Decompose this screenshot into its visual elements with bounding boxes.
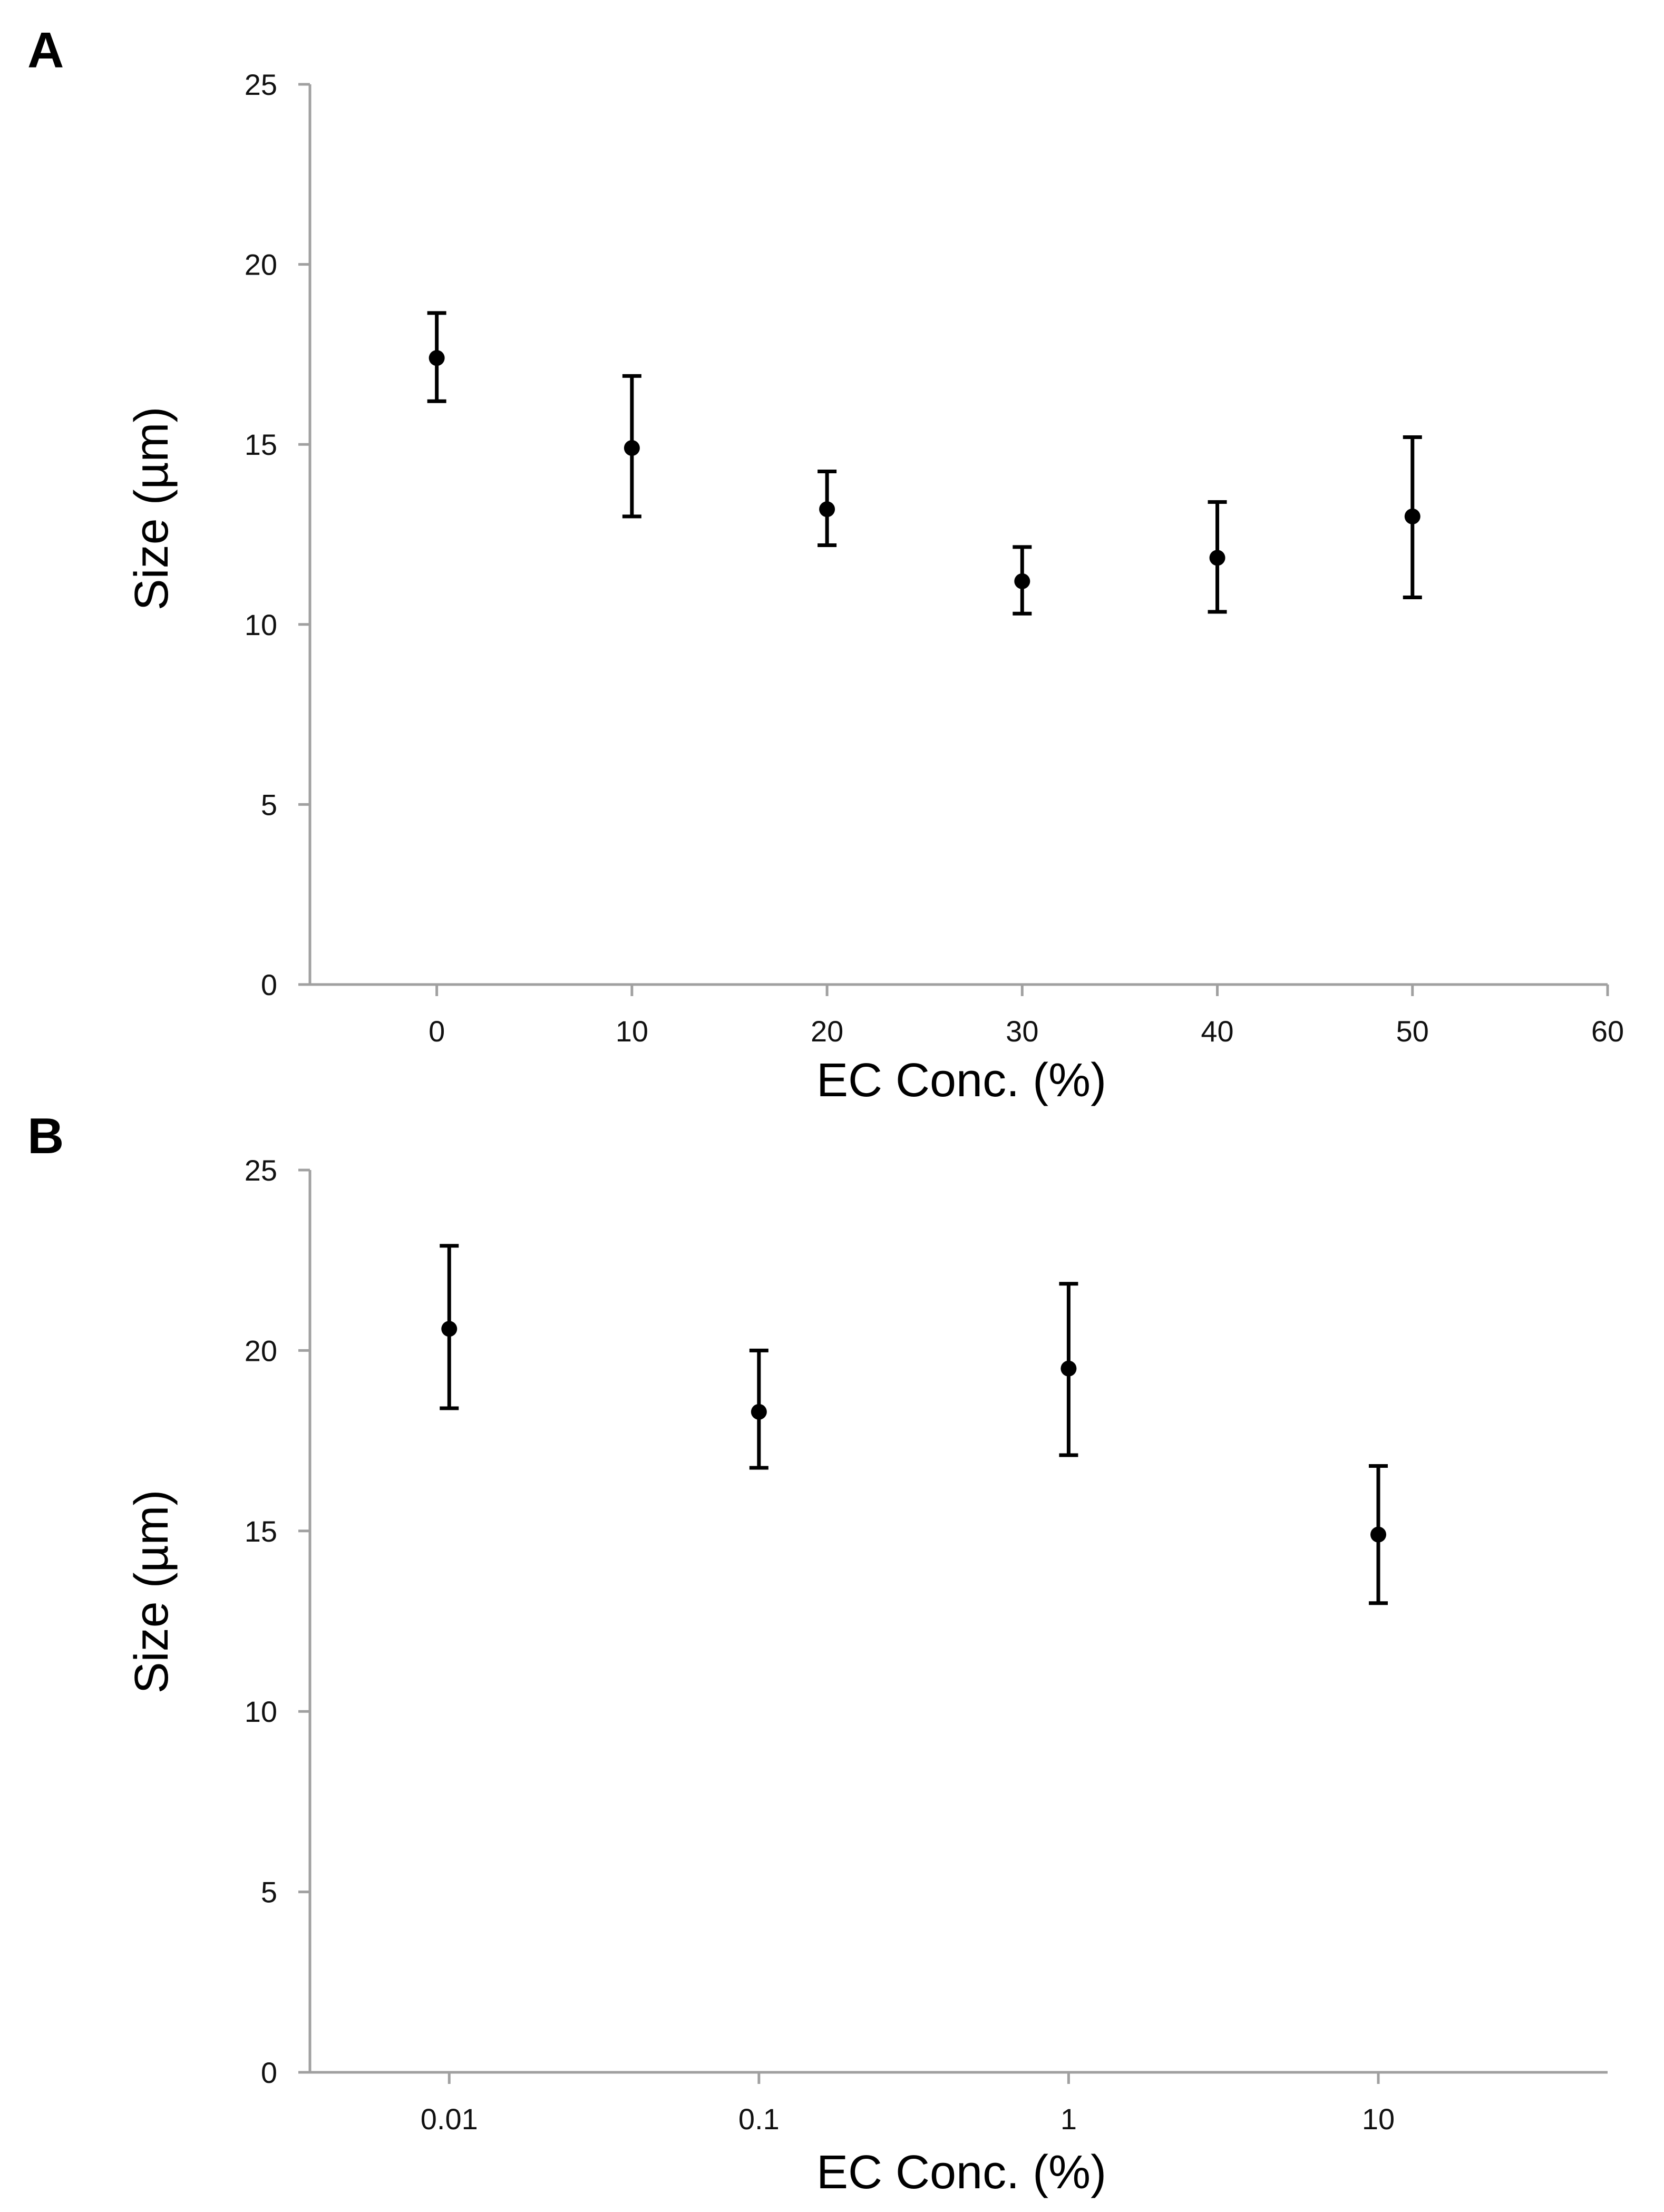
x-tick-label: 10 bbox=[616, 1015, 648, 1048]
axes: 0 5 10 15 20 25 0 10 20 30 40 50 60 bbox=[245, 68, 1624, 1048]
x-tick-label: 0.01 bbox=[421, 2102, 478, 2136]
data-point bbox=[429, 350, 445, 366]
y-tick-label: 10 bbox=[245, 608, 277, 641]
x-tick-label: 30 bbox=[1006, 1015, 1038, 1048]
x-tick-label: 0 bbox=[429, 1015, 445, 1048]
x-tick-label: 40 bbox=[1201, 1015, 1233, 1048]
chart-panel-a: A 0 5 10 15 20 25 0 10 20 30 40 50 60 EC Conc. (%) S… bbox=[27, 22, 1624, 1107]
data-point bbox=[441, 1321, 458, 1337]
y-axis-title: Size (µm) bbox=[125, 407, 178, 611]
y-tick-label: 15 bbox=[245, 428, 277, 461]
data-point bbox=[1060, 1360, 1077, 1377]
data-point bbox=[1209, 550, 1225, 566]
data-points bbox=[427, 311, 1422, 616]
x-axis-title: EC Conc. (%) bbox=[816, 2146, 1106, 2199]
x-tick-label: 20 bbox=[811, 1015, 843, 1048]
y-tick-label: 25 bbox=[245, 1154, 277, 1187]
panel-label: A bbox=[27, 22, 64, 79]
data-point bbox=[624, 440, 640, 456]
y-tick-label: 20 bbox=[245, 1334, 277, 1367]
y-tick-label: 15 bbox=[245, 1515, 277, 1548]
x-tick-label: 50 bbox=[1396, 1015, 1429, 1048]
x-tick-label: 60 bbox=[1591, 1015, 1624, 1048]
data-points bbox=[440, 1244, 1388, 1605]
axes: 0 5 10 15 20 25 0.01 0.1 1 10 bbox=[245, 1154, 1608, 2136]
y-axis-title: Size (µm) bbox=[125, 1490, 178, 1694]
data-point bbox=[1014, 573, 1030, 589]
data-point bbox=[1370, 1526, 1386, 1543]
panel-label: B bbox=[27, 1108, 64, 1164]
data-point bbox=[1404, 508, 1420, 524]
y-tick-label: 5 bbox=[261, 1876, 277, 1909]
y-tick-label: 20 bbox=[245, 248, 277, 281]
y-tick-label: 5 bbox=[261, 788, 277, 821]
x-tick-label: 1 bbox=[1060, 2102, 1077, 2136]
x-axis-title: EC Conc. (%) bbox=[816, 1054, 1106, 1107]
x-tick-label: 0.1 bbox=[738, 2102, 780, 2136]
data-point bbox=[819, 501, 835, 518]
y-tick-label: 25 bbox=[245, 68, 277, 101]
y-tick-label: 10 bbox=[245, 1695, 277, 1728]
y-tick-label: 0 bbox=[261, 2056, 277, 2089]
y-tick-label: 0 bbox=[261, 968, 277, 1001]
chart-panel-b: B 0 5 10 15 20 25 0.01 0.1 1 10 EC Conc. (%) Size… bbox=[27, 1108, 1608, 2199]
x-tick-label: 10 bbox=[1362, 2102, 1395, 2136]
data-point bbox=[751, 1404, 767, 1420]
